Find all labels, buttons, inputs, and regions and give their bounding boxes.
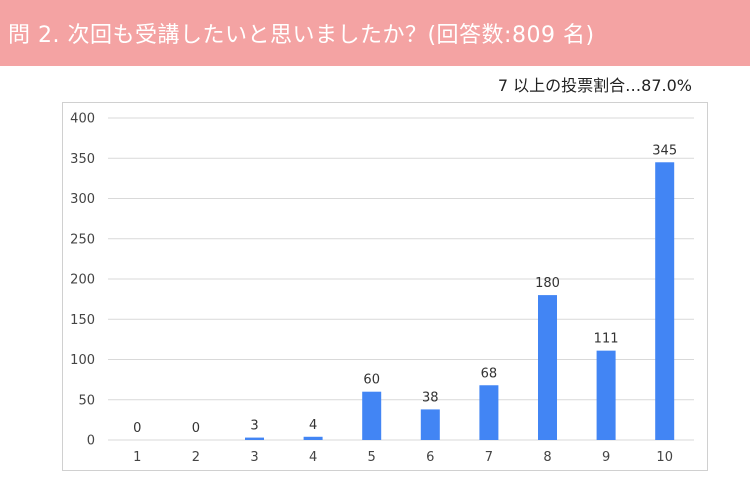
x-tick-label: 5: [368, 450, 376, 465]
bar: [655, 162, 675, 440]
vote-ratio-note: 7 以上の投票割合…87.0%: [497, 76, 692, 95]
x-tick-label: 3: [250, 450, 258, 465]
data-label: 0: [133, 421, 141, 436]
y-tick-label: 200: [70, 273, 95, 288]
y-tick-label: 0: [87, 434, 95, 449]
data-label: 0: [192, 421, 200, 436]
x-tick-label: 7: [485, 450, 493, 465]
data-label: 38: [422, 390, 439, 405]
data-label: 4: [309, 418, 317, 433]
bar: [538, 295, 557, 440]
x-tick-label: 6: [426, 450, 434, 465]
bar: [596, 350, 616, 440]
chart-frame: [62, 102, 708, 471]
bar: [362, 391, 382, 440]
x-tick-label: 2: [192, 450, 200, 465]
y-tick-label: 50: [78, 393, 95, 408]
x-tick-label: 8: [543, 450, 551, 465]
data-label: 68: [481, 366, 498, 381]
data-label: 345: [652, 143, 677, 158]
y-tick-label: 250: [70, 232, 95, 247]
y-tick-label: 300: [70, 192, 95, 207]
y-tick-label: 100: [70, 353, 95, 368]
bar: [479, 385, 499, 440]
x-tick-label: 4: [309, 450, 317, 465]
x-tick-label: 10: [656, 450, 673, 465]
y-tick-label: 400: [70, 112, 95, 127]
data-label: 111: [594, 332, 619, 347]
data-label: 180: [535, 276, 560, 291]
question-title: 問 2. 次回も受講したいと思いましたか？(回答数:809 名): [8, 23, 595, 48]
x-tick-label: 9: [602, 450, 610, 465]
header-banner: 問 2. 次回も受講したいと思いましたか？(回答数:809 名): [0, 0, 750, 66]
x-tick-label: 1: [133, 450, 141, 465]
y-tick-label: 350: [70, 152, 95, 167]
bar: [420, 409, 440, 440]
data-label: 3: [250, 419, 258, 434]
y-tick-label: 150: [70, 313, 95, 328]
bar: [245, 437, 264, 440]
data-label: 60: [363, 373, 380, 388]
bar: [303, 436, 323, 440]
